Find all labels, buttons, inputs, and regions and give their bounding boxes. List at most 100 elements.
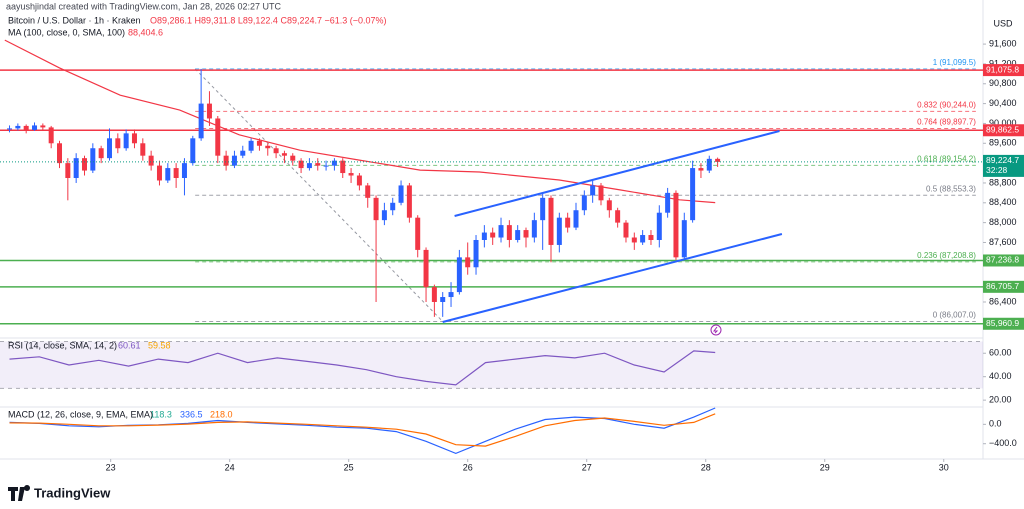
x-tick-label: 28 [701, 462, 711, 472]
candle-body [98, 148, 104, 159]
y-tick-label: 86,400 [989, 296, 1017, 306]
candle-body [90, 148, 96, 171]
y-tick-label: 90,400 [989, 98, 1017, 108]
candle-body [540, 197, 546, 221]
trend-line [454, 130, 780, 217]
candle-body [473, 239, 479, 268]
candle-body [448, 292, 454, 298]
y-tick-label: 40.00 [989, 371, 1012, 381]
y-tick-label: 88,000 [989, 217, 1017, 227]
price-tag-label: 85,960.9 [986, 318, 1019, 328]
candle-body [631, 237, 637, 243]
candle-body [598, 185, 604, 201]
y-tick-label: 87,600 [989, 237, 1017, 247]
currency: USD [993, 18, 1013, 28]
candle-body [440, 297, 446, 302]
fib-label: 0.832 (90,244.0) [917, 100, 976, 109]
alert-icon [710, 324, 722, 336]
ma-legend: MA (100, close, 0, SMA, 100) [8, 27, 125, 37]
last-price-tag [983, 154, 1024, 177]
fib-label: 0.618 (89,154.2) [917, 154, 976, 163]
price-tag [983, 124, 1024, 137]
alert-circle [710, 324, 722, 336]
y-tick-label: 0.0 [989, 419, 1002, 429]
fib-label: 0 (86,007.0) [933, 311, 976, 320]
candle-body [681, 220, 687, 258]
y-tick-label: 90,000 [989, 118, 1017, 128]
candle-body [115, 138, 121, 149]
candle-body [431, 287, 437, 302]
candle-body [465, 257, 471, 268]
indicator-value: 336.5 [180, 409, 203, 419]
y-tick-label: 90,800 [989, 78, 1017, 88]
candle-body [148, 155, 154, 166]
x-tick-label: 23 [106, 462, 116, 472]
price-tag-label: 91,075.8 [986, 64, 1019, 74]
candle-body [531, 220, 537, 238]
candle-body [606, 200, 612, 211]
rsi-legend: RSI (14, close, SMA, 14, 2) [8, 340, 117, 350]
candle-body [398, 185, 404, 203]
candle-body [673, 192, 679, 258]
alert-bolt [713, 326, 719, 334]
fib-label: 0.236 (87,208.8) [917, 251, 976, 260]
candle-body [7, 128, 13, 130]
candle-body [81, 158, 87, 171]
logo-mark [8, 484, 31, 501]
candle-body [690, 168, 696, 221]
candle-body [623, 222, 629, 238]
candle-body [131, 133, 137, 144]
y-tick-label: 20.00 [989, 395, 1012, 405]
macd-legend: MACD (12, 26, close, 9, EMA, EMA) [8, 409, 153, 419]
candle-body [57, 143, 63, 164]
candle-body [32, 125, 38, 130]
countdown: 32:28 [986, 165, 1008, 175]
candle-body [506, 225, 512, 240]
candle-body [406, 185, 412, 218]
candle-body [381, 210, 387, 221]
x-tick-label: 24 [225, 462, 235, 472]
candle-body [490, 232, 496, 238]
candle-body [290, 155, 296, 161]
candle-body [481, 232, 487, 240]
candle-body [298, 160, 304, 169]
candle-body [181, 163, 187, 178]
indicator-line [9, 350, 716, 386]
candle-body [590, 185, 596, 196]
x-tick-label: 30 [939, 462, 949, 472]
indicator-value: 218.0 [210, 409, 233, 419]
symbol: Bitcoin / U.S. Dollar · 1h · Kraken [8, 15, 141, 25]
candle-body [123, 133, 129, 149]
indicator-line [9, 413, 716, 447]
candle-body [15, 125, 21, 129]
x-tick-label: 25 [344, 462, 354, 472]
candle-body [223, 155, 229, 166]
candle-body [206, 103, 212, 119]
y-tick-label: 89,600 [989, 138, 1017, 148]
candle-body [331, 160, 337, 166]
price-tag [983, 254, 1024, 267]
logo: TradingView [8, 484, 111, 501]
candle-body [256, 140, 262, 146]
candle-body [648, 235, 654, 240]
credit: aayushjindal created with TradingView.co… [6, 1, 281, 11]
candle-body [48, 127, 54, 144]
candle-body [265, 145, 271, 149]
candle-body [656, 212, 662, 240]
candle-body [165, 168, 171, 181]
x-tick-label: 29 [820, 462, 830, 472]
ohlc: O89,286.1 H89,311.8 L89,122.4 C89,224.7 … [150, 15, 387, 25]
candle-body [106, 138, 112, 159]
candle-body [273, 148, 279, 154]
candle-body [415, 217, 421, 250]
candle-body [565, 217, 571, 228]
candle-body [698, 168, 704, 171]
candle-body [140, 143, 146, 156]
candle-body [365, 185, 371, 198]
y-tick-label: 91,600 [989, 38, 1017, 48]
candle-body [715, 158, 721, 162]
candle-body [615, 210, 621, 223]
